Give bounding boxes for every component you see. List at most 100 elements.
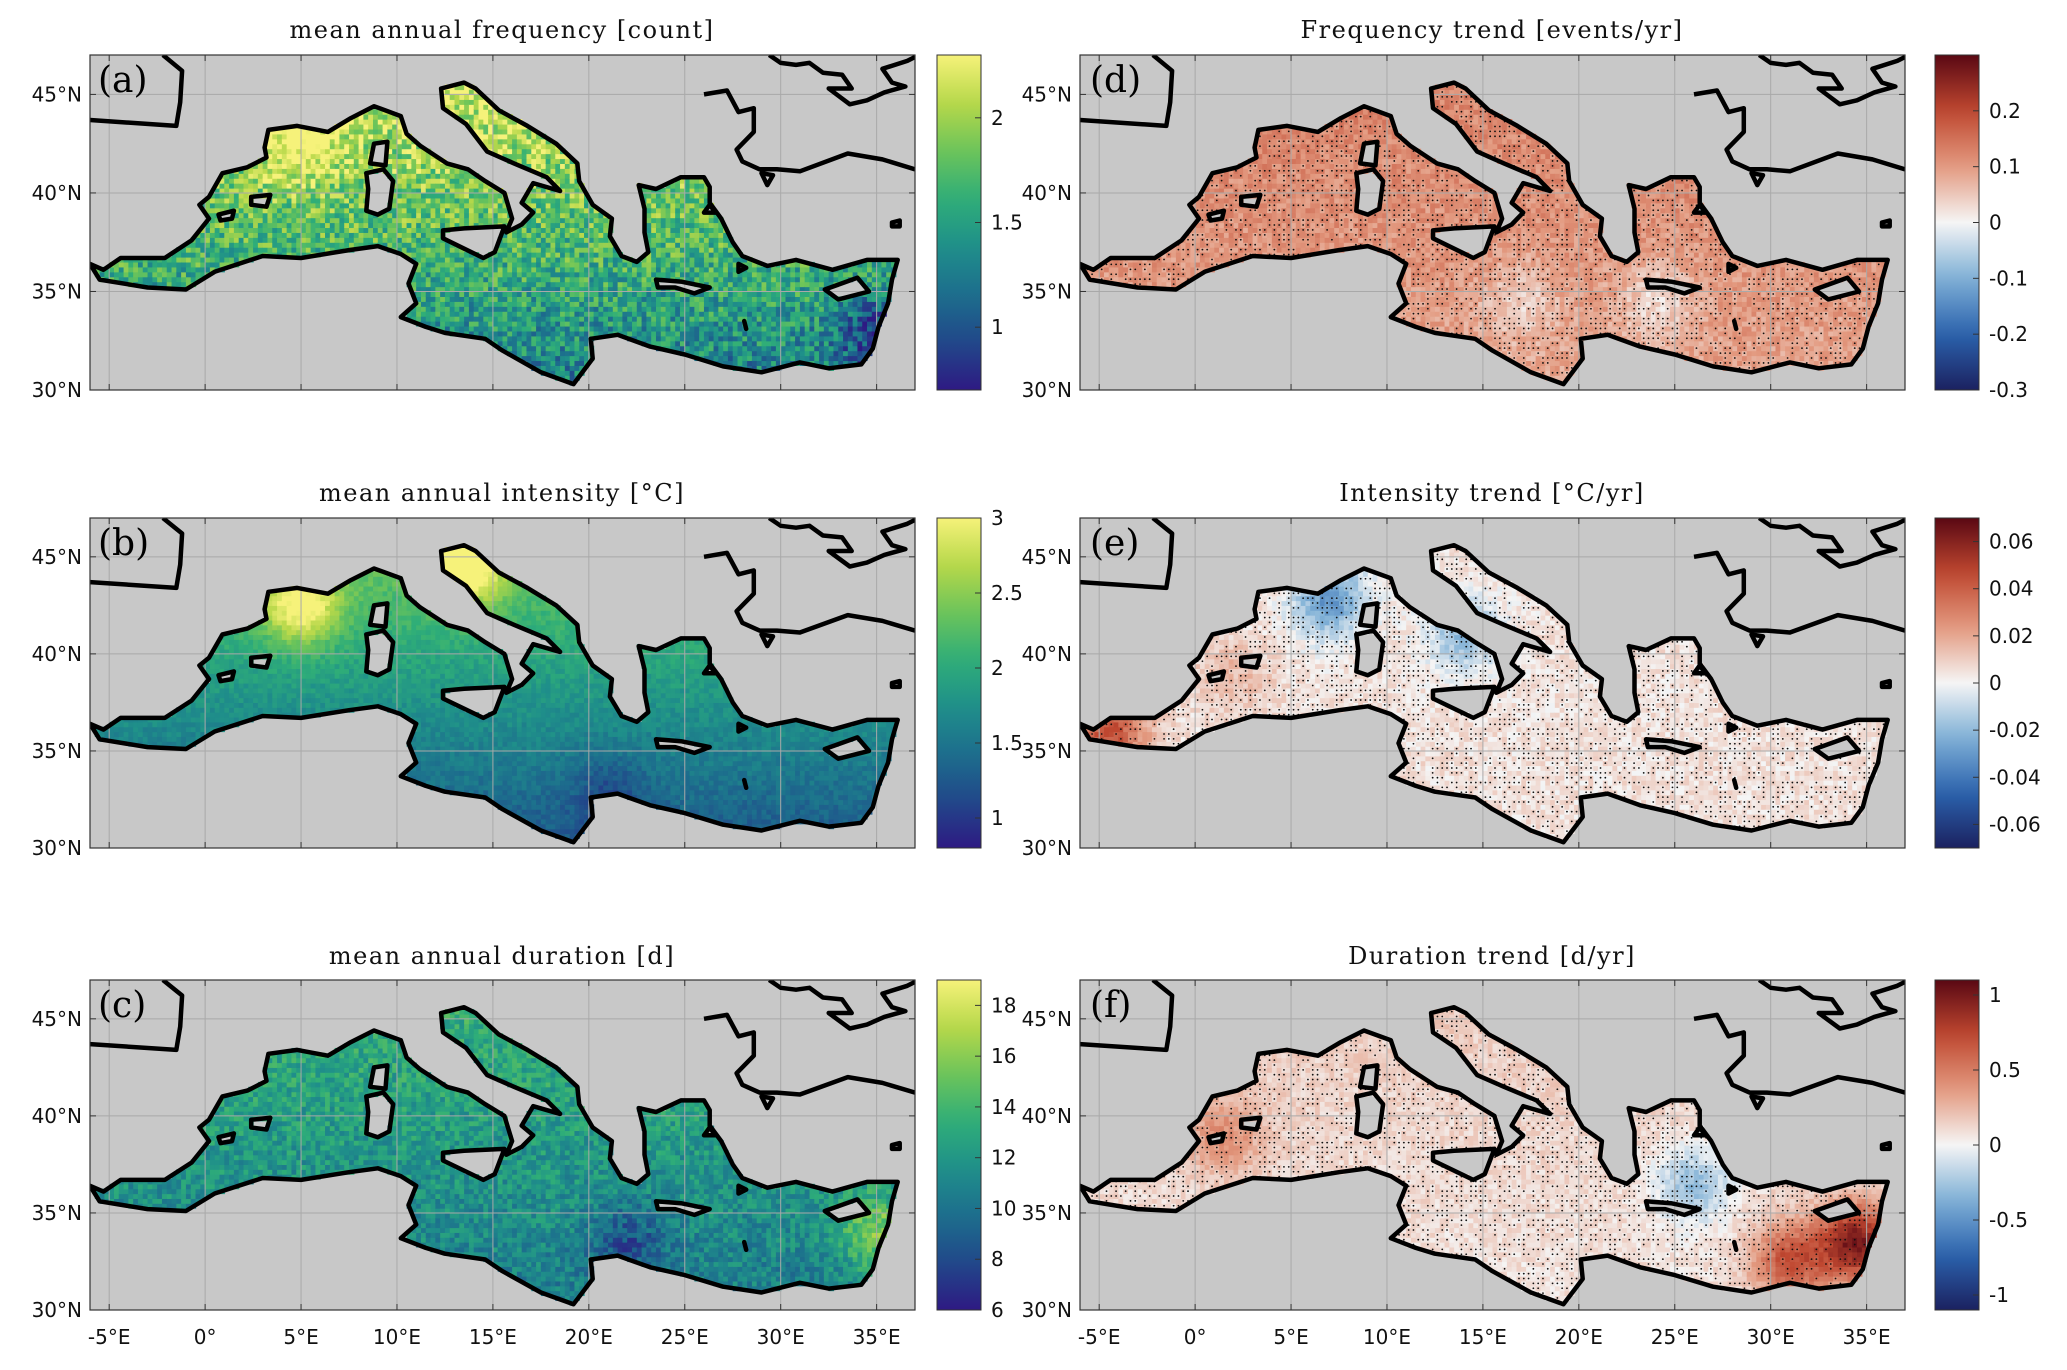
- map-area: 30°N 35°N 40°N 45°N: [32, 54, 916, 402]
- axes-frame: [89, 517, 916, 849]
- colorbar-tick-label: 1: [991, 315, 1004, 339]
- colorbar-tick-label: 12: [991, 1146, 1016, 1170]
- panel-label: (f): [1090, 985, 1131, 1026]
- colorbar: -0.06 -0.04 -0.02 0 0.02 0.04 0.06: [1934, 517, 2041, 849]
- colorbar-tick-label: -0.3: [1989, 378, 2028, 402]
- colorbar-tick-label: 0.06: [1989, 530, 2034, 554]
- colorbar-ramp: [1934, 54, 1980, 391]
- axes-frame: [1079, 979, 1906, 1311]
- lat-tick-label: 35°N: [1022, 279, 1072, 303]
- lat-tick-label: 45°N: [1022, 1007, 1072, 1031]
- lat-tick-label: 35°N: [32, 279, 82, 303]
- coastline: [90, 980, 915, 1307]
- lon-tick-label: 10°E: [373, 1325, 421, 1349]
- lat-tick-label: 40°N: [1022, 1104, 1072, 1128]
- lat-tick-label: 35°N: [32, 1201, 82, 1225]
- colorbar: -1 -0.5 0 0.5 1: [1934, 979, 2028, 1311]
- colorbar-tick-label: 1: [1989, 983, 2002, 1007]
- lat-tick-label: 45°N: [1022, 545, 1072, 569]
- coastline: [1080, 518, 1905, 845]
- panel-title: mean annual intensity [°C]: [319, 479, 685, 507]
- grid-lines: [90, 980, 915, 1310]
- lat-tick-label: 35°N: [1022, 739, 1072, 763]
- lon-tick-label: 10°E: [1363, 1325, 1411, 1349]
- lat-tick-label: 40°N: [1022, 642, 1072, 666]
- lat-tick-label: 35°N: [1022, 1201, 1072, 1225]
- panel-label: (e): [1090, 523, 1139, 564]
- colorbar-tick-label: -0.5: [1989, 1208, 2028, 1232]
- colorbar-tick-label: 14: [991, 1095, 1016, 1119]
- colorbar-tick-label: 0: [1989, 671, 2002, 695]
- panel-b: mean annual intensity [°C] 30°N 35°N 40°N 4…: [32, 479, 1023, 860]
- lon-tick-label: 35°E: [1843, 1325, 1891, 1349]
- colorbar-tick-label: 0.02: [1989, 624, 2034, 648]
- map-area: 30°N 35°N 40°N 45°N: [1022, 54, 1906, 402]
- map-area: 30°N 35°N 40°N 45°N: [32, 517, 916, 860]
- colorbar-tick-label: 0.1: [1989, 155, 2021, 179]
- colorbar-tick-label: -0.1: [1989, 266, 2028, 290]
- axis-ticks: [90, 55, 915, 391]
- lon-tick-label: 25°E: [661, 1325, 709, 1349]
- panel-a: mean annual frequency [count] 30°N 35°N 40…: [32, 16, 1023, 402]
- lat-tick-label: 30°N: [1022, 1298, 1072, 1322]
- colorbar-tick-label: -0.06: [1989, 812, 2041, 836]
- axis-ticks: [1080, 518, 1905, 849]
- colorbar-tick-label: 18: [991, 993, 1016, 1017]
- lon-tick-label: 35°E: [853, 1325, 901, 1349]
- colorbar-tick-label: 0: [1989, 1133, 2002, 1157]
- lat-tick-label: 30°N: [1022, 378, 1072, 402]
- lat-tick-label: 45°N: [32, 545, 82, 569]
- colorbar-tick-label: 3: [991, 506, 1004, 530]
- lat-tick-label: 45°N: [1022, 82, 1072, 106]
- panel-title: Frequency trend [events/yr]: [1301, 16, 1684, 44]
- coastline: [1080, 55, 1905, 387]
- panel-label: (c): [98, 985, 146, 1026]
- lon-tick-label: 20°E: [565, 1325, 613, 1349]
- colorbar-ramp: [1934, 517, 1980, 849]
- colorbar-tick-label: 1: [991, 806, 1004, 830]
- axes-frame: [89, 54, 916, 391]
- lon-tick-label: 20°E: [1555, 1325, 1603, 1349]
- lat-tick-label: 40°N: [32, 642, 82, 666]
- colorbar-tick-label: 0.5: [1989, 1058, 2021, 1082]
- colorbar-tick-label: 10: [991, 1196, 1016, 1220]
- map-area: 30°N 35°N 40°N 45°N -5°E 0° 5°E 10°E 15°E 20°E 25°…: [1022, 979, 1906, 1349]
- colorbar-tick-label: 2: [991, 656, 1004, 680]
- map-area: 30°N 35°N 40°N 45°N: [1022, 517, 1906, 860]
- colorbar: -0.3 -0.2 -0.1 0 0.1 0.2: [1934, 54, 2028, 402]
- axis-ticks: [1080, 55, 1905, 391]
- panel-label: (a): [98, 60, 148, 101]
- axes-frame: [1079, 54, 1906, 391]
- colorbar-tick-label: 0: [1989, 211, 2002, 235]
- colorbar-tick-label: -0.02: [1989, 718, 2041, 742]
- lon-tick-label: 30°E: [1747, 1325, 1795, 1349]
- axis-ticks: [1080, 980, 1905, 1311]
- lat-tick-label: 45°N: [32, 82, 82, 106]
- colorbar-ramp: [936, 54, 982, 391]
- axis-ticks: [90, 518, 915, 849]
- coastline: [1080, 980, 1905, 1307]
- panel-e: Intensity trend [°C/yr] 30°N 35°N 40°N 45°N…: [1022, 479, 2041, 860]
- panel-f: Duration trend [d/yr] 30°N 35°N 40°N 45°N -5…: [1022, 942, 2028, 1349]
- lon-tick-label: -5°E: [88, 1325, 131, 1349]
- lat-tick-label: 40°N: [32, 1104, 82, 1128]
- lon-tick-label: 30°E: [757, 1325, 805, 1349]
- colorbar-tick-label: 16: [991, 1044, 1016, 1068]
- panel-title: mean annual duration [d]: [329, 942, 675, 970]
- lon-tick-label: 25°E: [1651, 1325, 1699, 1349]
- lat-tick-label: 40°N: [32, 181, 82, 205]
- panel-title: mean annual frequency [count]: [290, 16, 715, 44]
- coastline: [90, 518, 915, 845]
- colorbar: 6 8 10 12 14 16 18: [936, 979, 1016, 1322]
- colorbar-ramp: [936, 517, 982, 849]
- panel-title: Duration trend [d/yr]: [1348, 942, 1636, 970]
- panel-label: (d): [1090, 60, 1141, 101]
- colorbar-tick-label: 2: [991, 106, 1004, 130]
- lat-tick-label: 40°N: [1022, 181, 1072, 205]
- colorbar-ramp: [936, 979, 982, 1311]
- lon-tick-label: 0°: [194, 1325, 217, 1349]
- lon-tick-label: 15°E: [1459, 1325, 1507, 1349]
- axes-frame: [1079, 517, 1906, 849]
- lat-tick-label: 45°N: [32, 1007, 82, 1031]
